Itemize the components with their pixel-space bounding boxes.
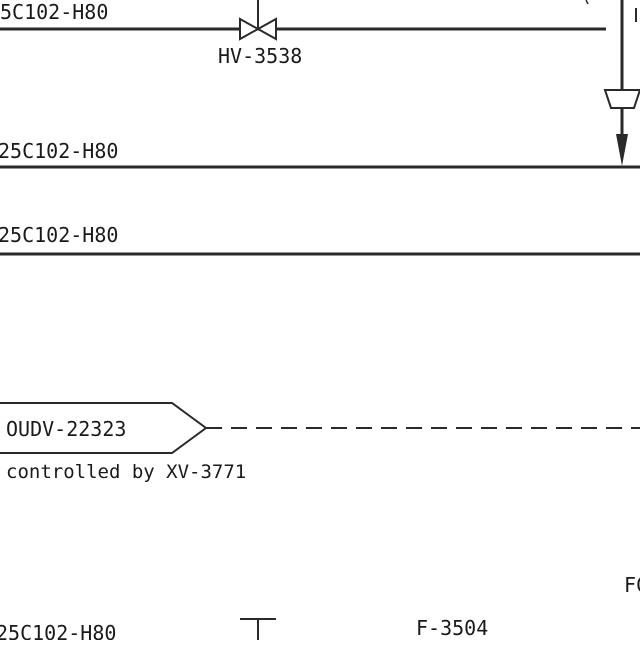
line-label-top: 5C102-H80 xyxy=(0,0,108,24)
offpage-tag-label: OUDV-22323 xyxy=(6,417,126,441)
valve-tag-label: HV-3538 xyxy=(218,44,302,68)
filter-tag-label: F-3504 xyxy=(416,616,488,640)
gate-valve-icon[interactable] xyxy=(239,0,277,41)
reducer-icon xyxy=(603,89,640,109)
tag-edge-partial xyxy=(585,0,637,22)
instrument-stem-icon xyxy=(240,618,276,640)
line-label-mid-2: 25C102-H80 xyxy=(0,223,118,247)
partial-tag-label: FC xyxy=(624,573,640,597)
flow-arrow-icon xyxy=(616,134,628,166)
line-label-bottom: 25C102-H80 xyxy=(0,621,116,640)
line-label-mid-1: 25C102-H80 xyxy=(0,139,118,163)
controlled-by-note: controlled by XV-3771 xyxy=(6,461,246,483)
